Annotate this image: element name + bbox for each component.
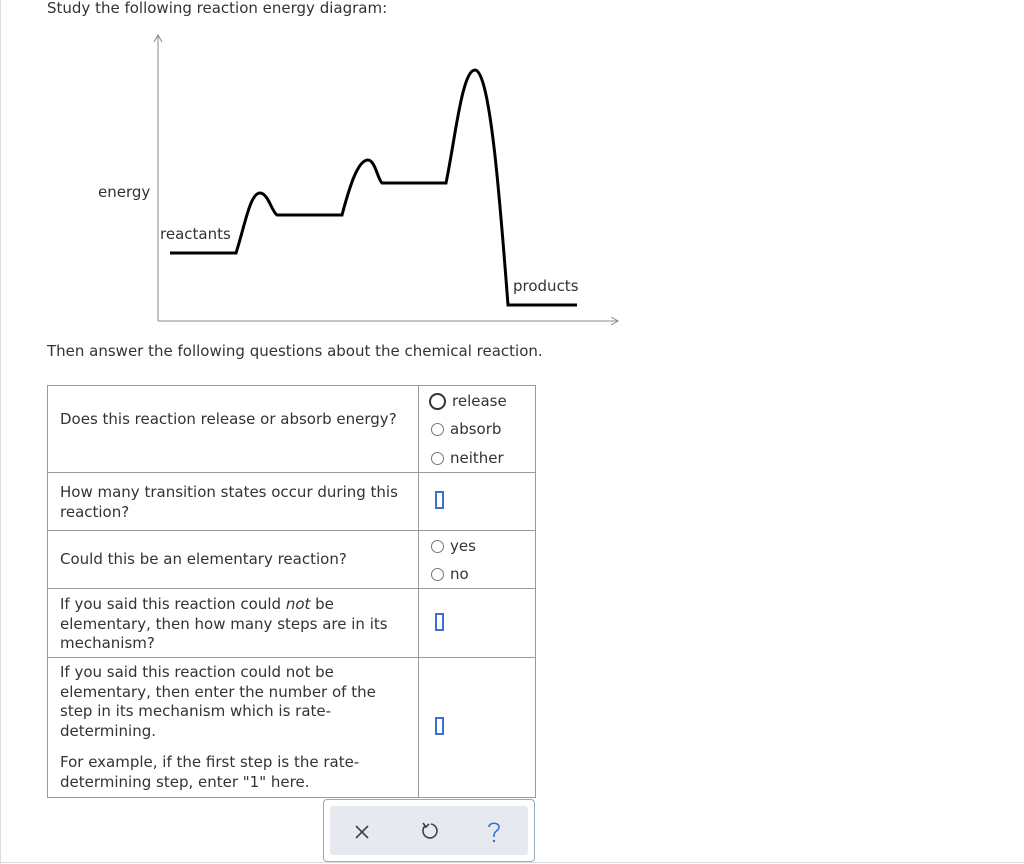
- instruction: Study the following reaction energy diag…: [47, 0, 388, 17]
- question: If you said this reaction could not be e…: [60, 663, 376, 740]
- arrow: [610, 316, 620, 326]
- question-cell: If you said this reaction could not be e…: [47, 657, 419, 798]
- radio-option[interactable]: neither: [431, 449, 504, 467]
- text-input[interactable]: [435, 717, 444, 735]
- radio-option[interactable]: no: [431, 565, 469, 583]
- answer-cell: [418, 588, 536, 658]
- option-label: no: [450, 565, 469, 583]
- axis-label: energy: [98, 183, 151, 201]
- question: If you said this reaction could not be e…: [60, 595, 404, 654]
- energy-diagram: [153, 33, 620, 326]
- button-bar: [323, 799, 535, 862]
- question: Could this be an elementary reaction?: [60, 550, 347, 568]
- option-label: absorb: [450, 420, 502, 438]
- emphasis: not: [285, 595, 311, 613]
- radio-option[interactable]: yes: [431, 537, 476, 555]
- radio-option[interactable]: release: [429, 392, 507, 410]
- text-input[interactable]: [435, 613, 444, 631]
- reactants-label: reactants: [160, 225, 231, 243]
- radio[interactable]: [431, 422, 444, 436]
- frame-edge: [0, 862, 1024, 863]
- question: How many transition states occur during …: [60, 483, 398, 521]
- question-cell: Does this reaction release or absorb ene…: [47, 385, 419, 473]
- radio[interactable]: [431, 539, 444, 553]
- radio[interactable]: [429, 392, 446, 410]
- question-text: be elementary, then how many steps are i…: [60, 595, 388, 652]
- option-label: yes: [450, 537, 476, 555]
- frame-edge: [0, 0, 1, 864]
- answer-cell: release absorb neither: [418, 385, 536, 473]
- prompt: Then answer the following questions abou…: [47, 342, 543, 360]
- option-label: release: [452, 392, 507, 410]
- question-table: Does this reaction release or absorb ene…: [47, 385, 536, 798]
- answer-cell: [418, 472, 536, 531]
- note: For example, if the first step is the ra…: [60, 753, 360, 791]
- question-cell: Could this be an elementary reaction?: [47, 530, 419, 589]
- radio[interactable]: [431, 451, 444, 465]
- arrow: [153, 33, 163, 43]
- help-button[interactable]: [484, 820, 504, 844]
- radio-option[interactable]: absorb: [431, 420, 501, 438]
- question-cell: How many transition states occur during …: [47, 472, 419, 531]
- text-input[interactable]: [435, 491, 444, 509]
- question-text: If you said this reaction could: [60, 595, 286, 613]
- question: Does this reaction release or absorb ene…: [60, 410, 397, 428]
- option-label: neither: [450, 449, 504, 467]
- reset-button[interactable]: [419, 820, 441, 842]
- clear-button[interactable]: [352, 822, 372, 842]
- answer-cell: yes no: [418, 530, 536, 589]
- radio[interactable]: [431, 567, 444, 581]
- energy-curve: [170, 68, 577, 307]
- answer-cell: [418, 657, 536, 798]
- products-label: products: [513, 277, 579, 295]
- question-cell: If you said this reaction could not be e…: [47, 588, 419, 658]
